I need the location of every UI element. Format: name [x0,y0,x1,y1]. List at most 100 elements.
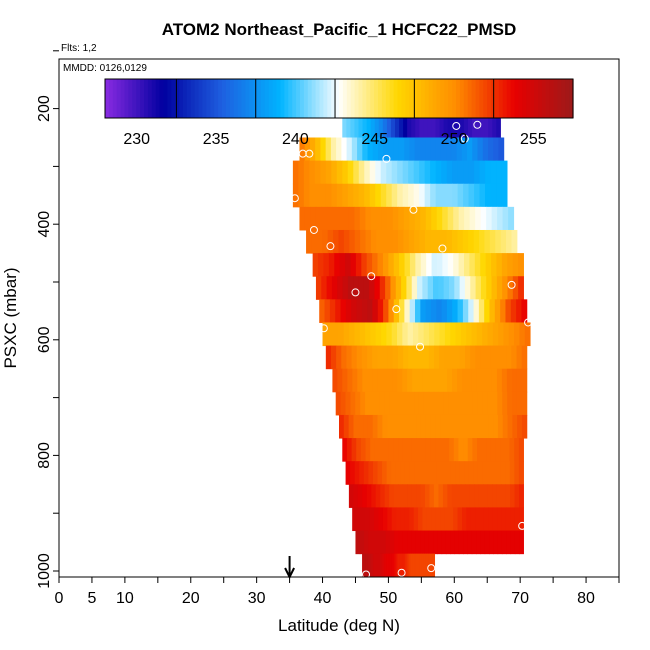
heatmap-cell [377,414,383,439]
heatmap-cell [457,299,464,323]
heatmap-cell [492,507,498,532]
heatmap-cell [506,530,512,555]
colorbar-swatch [393,79,399,118]
heatmap-cell [315,276,322,300]
heatmap-cell [348,206,355,231]
heatmap-cell [360,391,366,416]
heatmap-cell [331,160,338,185]
colorbar-swatch [358,79,363,118]
heatmap-cell [461,368,468,393]
heatmap-cell [391,414,398,439]
heatmap-cell [409,137,416,162]
heatmap-cell [364,530,369,555]
y-axis-tick-label: 400 [36,211,53,238]
heatmap-cell [462,229,469,254]
heatmap-cell [399,299,405,323]
heatmap-cell [491,461,497,485]
heatmap-cell [319,299,326,323]
heatmap-cell [507,414,513,439]
heatmap-cell [464,414,470,439]
colorbar-swatch [495,79,500,118]
heatmap-cell [353,484,359,508]
heatmap-cell [384,553,387,577]
heatmap-cell [391,461,397,485]
heatmap-cell [399,553,402,577]
heatmap-cell [480,253,487,277]
heatmap-cell [423,114,428,138]
heatmap-cell [445,530,451,555]
heatmap-cell [487,391,493,416]
heatmap-cell [501,368,508,393]
colorbar-frame [104,78,574,119]
flights-label: Flts: 1,2 [61,43,97,54]
heatmap-cell [518,461,524,485]
heatmap-cell [352,507,358,532]
heatmap-cell [458,253,465,277]
heatmap-cell [464,206,471,231]
colorbar-swatch [463,79,469,118]
heatmap-cell [387,414,393,439]
heatmap-cell [425,553,428,577]
heatmap-cell [495,229,502,254]
heatmap-cell [409,461,415,485]
heatmap-cell [415,114,420,138]
colorbar-swatch [233,79,239,118]
colorbar-swatch [424,79,430,118]
heatmap-cell [449,345,456,370]
heatmap-cell [321,206,328,231]
heatmap-cell [471,322,478,347]
heatmap-cell [452,229,458,254]
heatmap-cell [519,530,524,555]
colorbar-swatch [280,79,285,118]
heatmap-cell [422,276,429,300]
heatmap-cell [409,253,416,277]
x-axis-tick-label: 5 [87,590,96,607]
heatmap-cell [486,276,493,300]
heatmap-cell [490,183,497,208]
heatmap-cell [359,322,366,347]
heatmap-cell [374,114,380,138]
heatmap-cell [365,553,369,577]
heatmap-cell [437,368,443,393]
heatmap-cell [325,137,332,162]
heatmap-cell [467,530,473,555]
heatmap-cell [370,206,377,231]
heatmap-cell [397,160,404,185]
heatmap-cell [463,183,470,208]
heatmap-cell [382,414,388,439]
colorbar-swatch [128,79,133,118]
data-point [305,149,314,158]
data-point [382,154,391,163]
colorbar-swatch [167,79,172,118]
data-point [518,521,527,530]
heatmap-cell [453,438,459,462]
heatmap-cell [465,484,471,508]
heatmap-cell [386,160,393,185]
heatmap-cell [479,160,486,185]
heatmap-cell [435,137,442,162]
heatmap-cell [377,253,384,277]
heatmap-cell [407,368,413,393]
heatmap-cell [500,461,506,485]
heatmap-cell [385,276,391,300]
heatmap-cell [428,553,432,577]
heatmap-cell [378,114,384,138]
heatmap-cell [320,160,327,185]
heatmap-cell [501,507,507,532]
heatmap-cell [386,114,392,138]
heatmap-cell [459,461,465,485]
heatmap-cell [508,322,515,347]
heatmap-cell [436,253,443,277]
colorbar-swatch [245,79,250,118]
heatmap-cell [471,368,478,393]
heatmap-cell [443,276,450,300]
heatmap-cell [367,299,373,323]
heatmap-cell [458,530,464,555]
heatmap-cell [490,345,497,370]
heatmap-cell [387,345,394,370]
heatmap-cell [388,299,395,323]
heatmap-cell [396,414,403,439]
heatmap-cell [417,553,421,577]
heatmap-cell [475,345,481,370]
heatmap-cell [348,414,354,439]
